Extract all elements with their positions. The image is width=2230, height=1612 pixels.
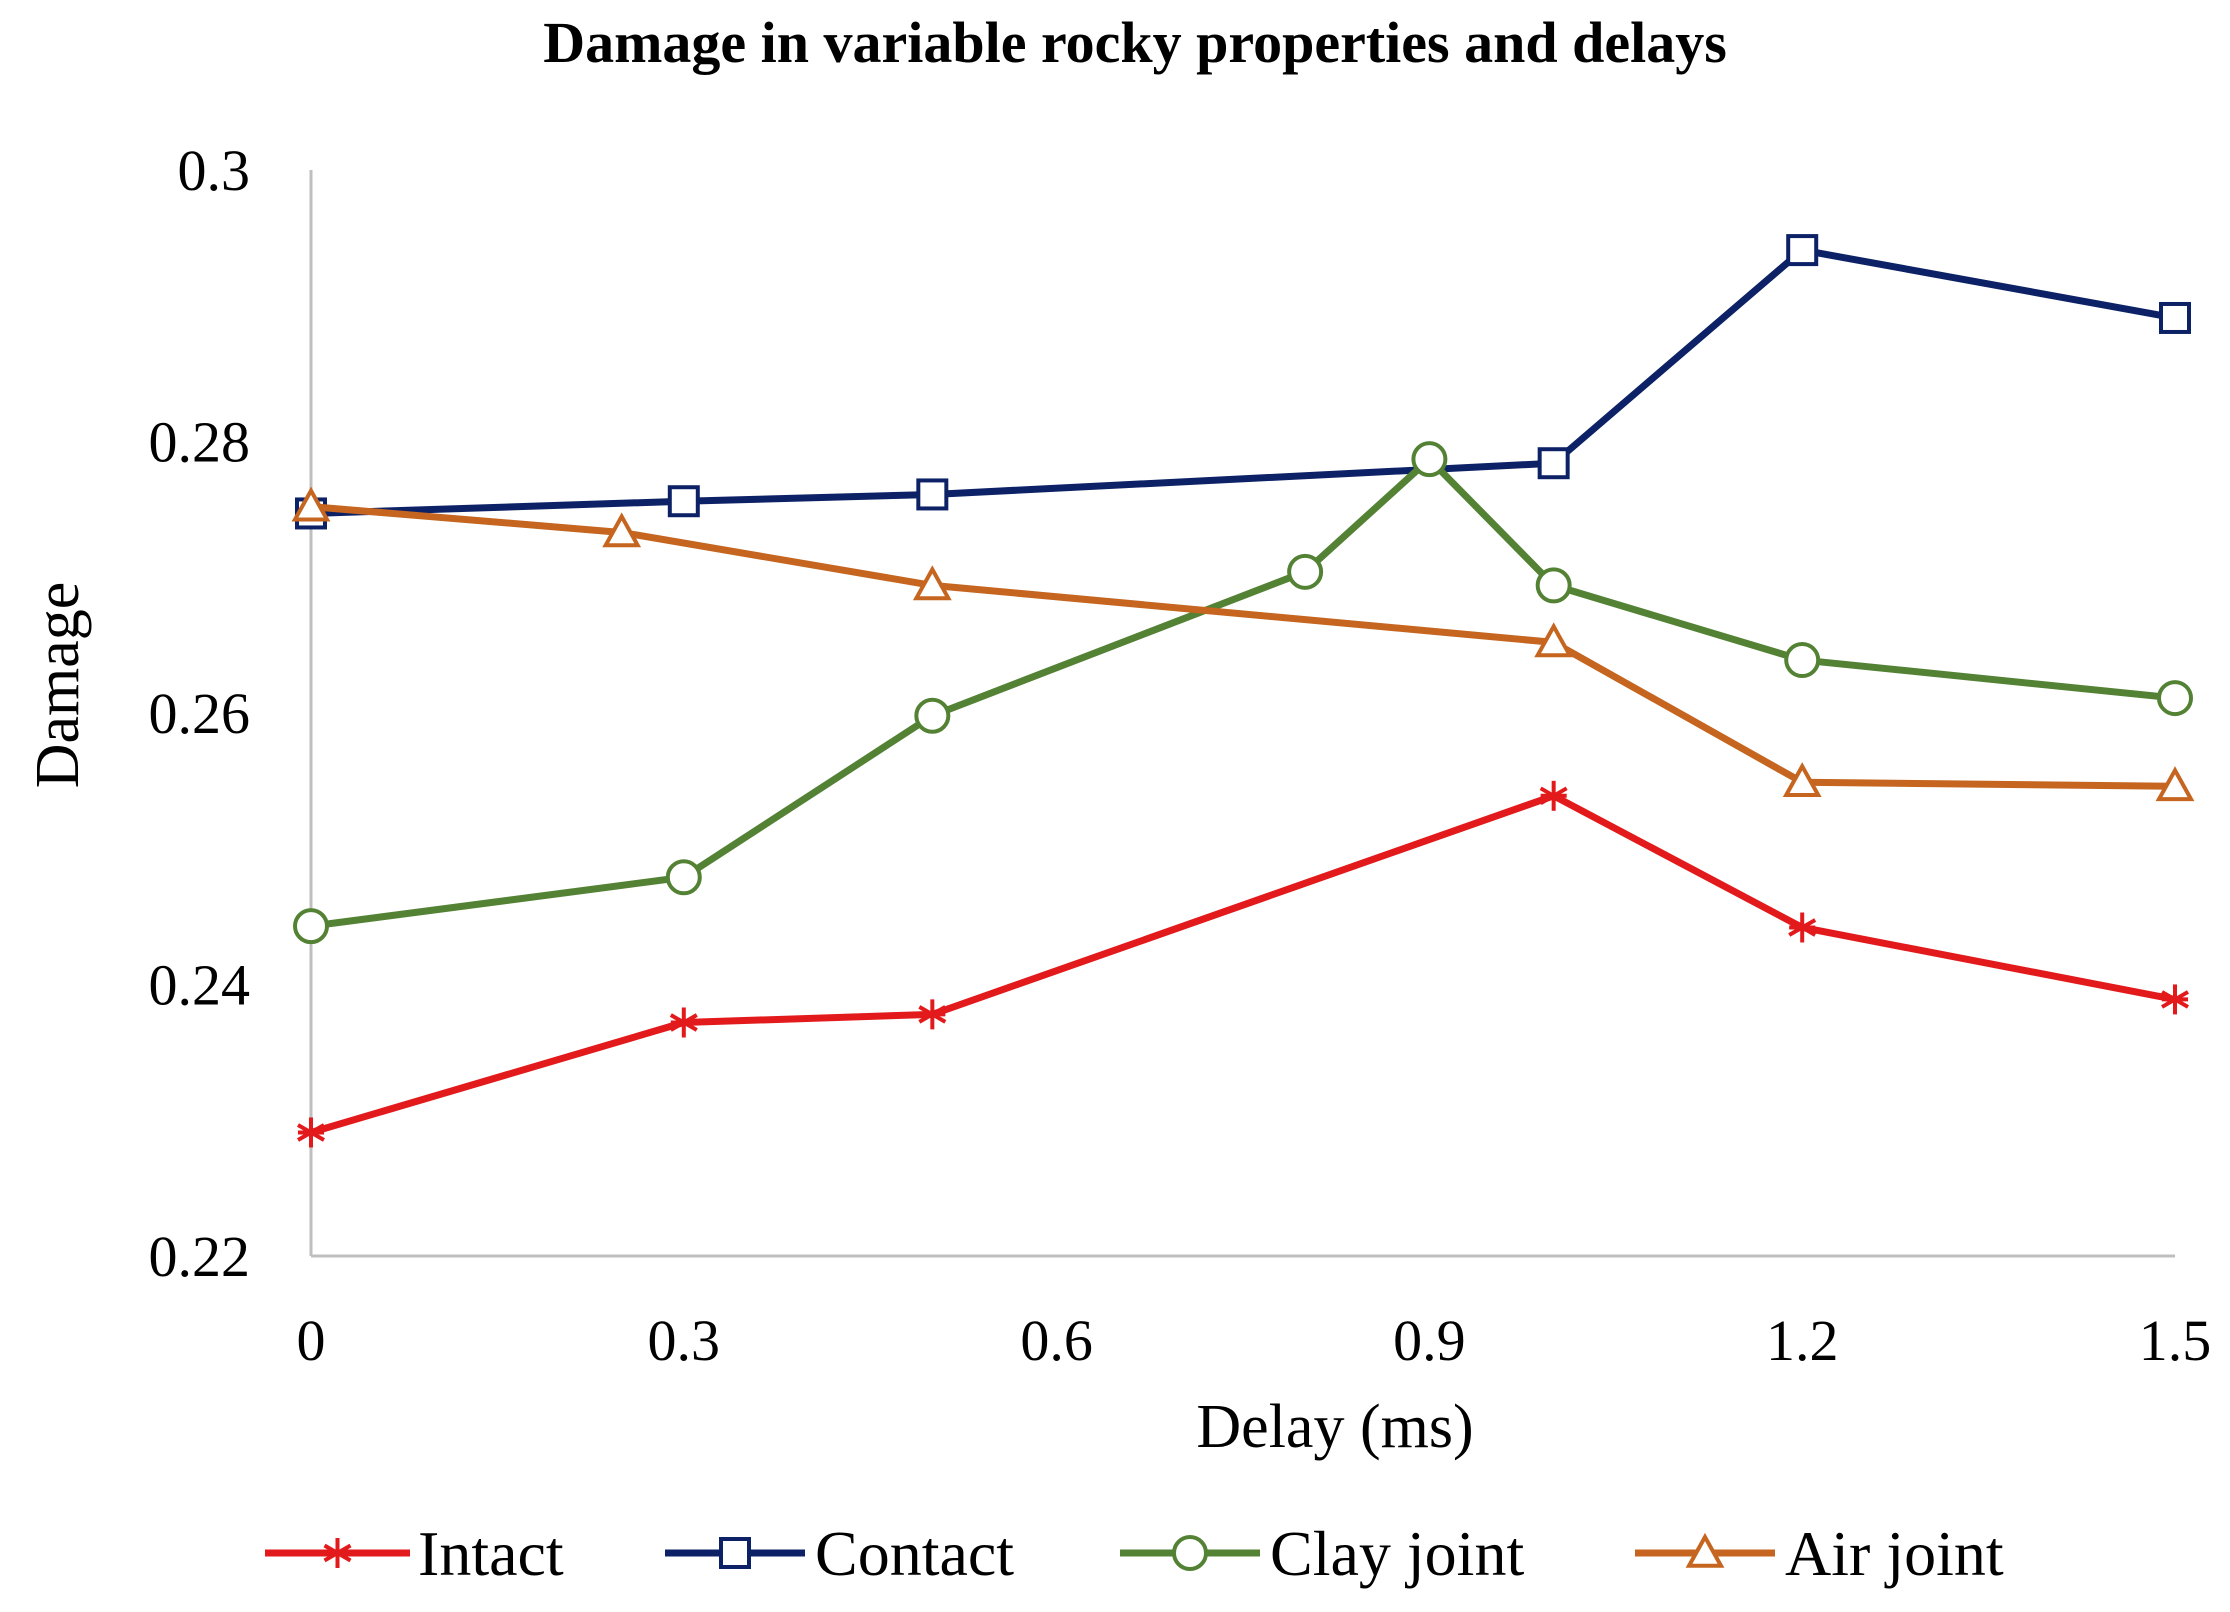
series-clay-joint (293, 441, 2193, 945)
data-point-air-joint (1782, 762, 1822, 798)
x-tick-label: 0.9 (1393, 1308, 1466, 1373)
data-point-intact (669, 1007, 698, 1038)
y-tick-label: 0.26 (149, 681, 251, 746)
series-layer (291, 234, 2195, 1148)
x-tick-labels: 0 0.3 0.6 0.9 1.2 1.5 (297, 1308, 2212, 1373)
legend-item-air-joint: Air joint (1635, 1518, 2004, 1589)
y-axis-label: Damage (24, 582, 92, 789)
y-tick-label: 0.24 (149, 953, 251, 1018)
data-point-intact (1539, 780, 1568, 811)
data-point-clay-joint (2157, 680, 2193, 717)
data-point-contact (1537, 447, 1570, 480)
legend-marker-clay-joint (1172, 1535, 1208, 1571)
y-tick-label: 0.3 (178, 138, 251, 203)
data-point-intact (2161, 984, 2189, 1015)
legend-item-contact: Contact (665, 1518, 1014, 1589)
data-point-contact (667, 485, 700, 518)
legend-item-clay-joint: Clay joint (1120, 1518, 1524, 1589)
legend: Intact Contact Clay joint Air joint (265, 1518, 2004, 1589)
legend-marker-contact (719, 1537, 751, 1569)
data-point-air-joint (291, 486, 331, 522)
y-tick-label: 0.28 (149, 410, 251, 475)
legend-item-intact: Intact (265, 1518, 564, 1589)
series-line-clay-joint (310, 455, 2176, 930)
data-point-contact (916, 478, 949, 511)
series-contact (295, 234, 2191, 530)
x-tick-label: 1.5 (2139, 1308, 2212, 1373)
legend-label-intact: Intact (418, 1518, 564, 1589)
data-point-air-joint (912, 565, 952, 601)
series-line-air-joint (310, 503, 2176, 790)
x-axis-label: Delay (ms) (1196, 1393, 1473, 1461)
legend-marker-air-joint (1685, 1532, 1725, 1568)
x-tick-label: 0 (297, 1308, 326, 1373)
data-point-contact (2159, 301, 2191, 334)
data-point-intact (1788, 912, 1817, 943)
data-point-clay-joint (665, 859, 702, 896)
series-air-joint (291, 486, 2195, 802)
x-tick-label: 0.6 (1020, 1308, 1093, 1373)
data-point-clay-joint (1287, 553, 1324, 590)
y-tick-label: 0.22 (149, 1224, 251, 1289)
chart-title: Damage in variable rocky properties and … (543, 10, 1727, 75)
legend-marker-intact (323, 1538, 352, 1568)
series-line-intact (310, 792, 2176, 1136)
data-point-air-joint (602, 512, 642, 548)
legend-label-contact: Contact (815, 1518, 1014, 1589)
data-point-clay-joint (293, 908, 329, 945)
x-tick-label: 1.2 (1766, 1308, 1839, 1373)
legend-label-air-joint: Air joint (1785, 1518, 2004, 1589)
x-tick-label: 0.3 (648, 1308, 721, 1373)
data-point-intact (918, 999, 947, 1030)
legend-label-clay-joint: Clay joint (1270, 1518, 1524, 1589)
data-point-clay-joint (1784, 642, 1821, 679)
data-point-contact (1786, 234, 1819, 267)
y-tick-labels: 0.22 0.24 0.26 0.28 0.3 (149, 138, 251, 1289)
data-point-clay-joint (1535, 567, 1572, 604)
data-point-clay-joint (914, 697, 951, 734)
data-point-clay-joint (1411, 441, 1448, 478)
data-point-air-joint (1534, 622, 1574, 658)
series-line-contact (310, 246, 2176, 517)
data-point-air-joint (2155, 766, 2195, 802)
series-intact (297, 780, 2189, 1148)
data-point-intact (297, 1117, 325, 1148)
